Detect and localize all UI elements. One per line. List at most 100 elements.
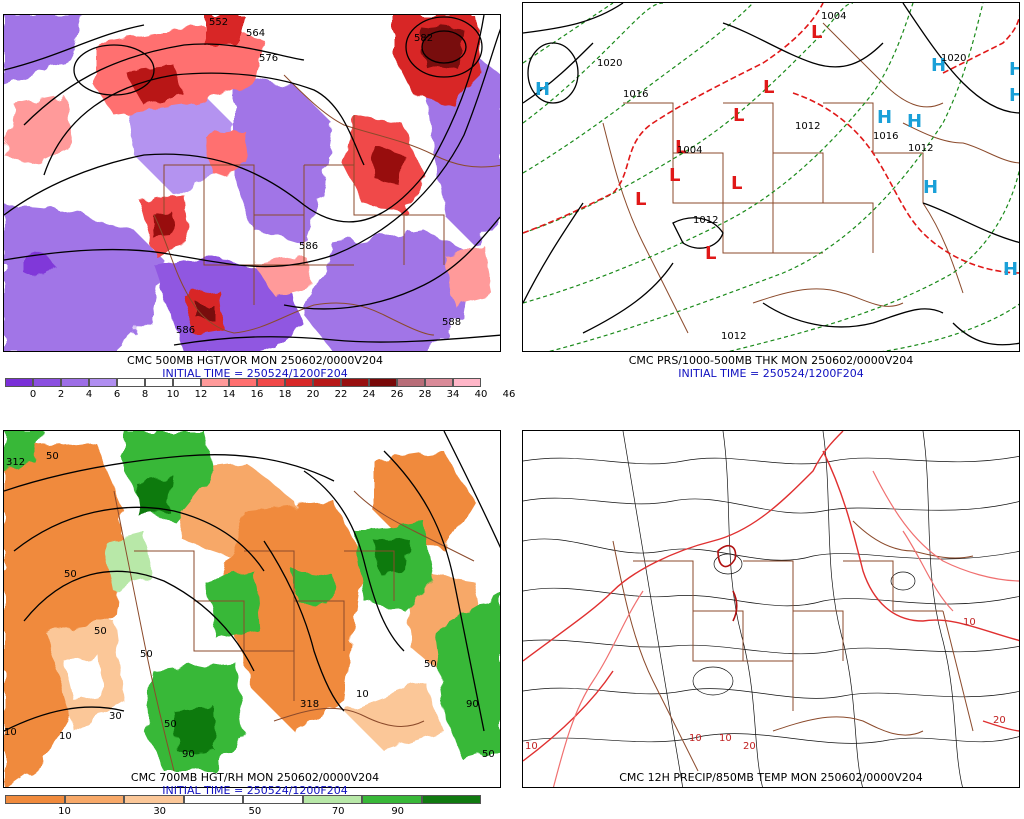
contour-label: 10 (963, 617, 976, 628)
colorbar-tick-label: 90 (391, 806, 405, 817)
low-pressure-symbol: L (669, 165, 680, 186)
contour-label: 10 (719, 733, 732, 744)
caption-init-time: INITIAL TIME = 250524/1200F204 (678, 367, 864, 380)
map-precip: 10 10 20 10 20 10 (522, 430, 1020, 788)
caption-init-time: INITIAL TIME = 250524/1200F204 (162, 367, 348, 380)
contour-label: 50 (140, 649, 153, 660)
colorbar-swatch (173, 378, 201, 387)
colorbar-tick-label: 10 (166, 389, 180, 400)
colorbar-tick-label: 22 (334, 389, 348, 400)
map-700mb: 312 50 50 50 50 10 10 30 50 90 318 50 10… (3, 430, 501, 788)
colorbar-tick-label: 2 (57, 389, 65, 400)
colorbar-tick-label: 14 (222, 389, 236, 400)
colorbar-swatch (425, 378, 453, 387)
colorbar-tick-label: 40 (474, 389, 488, 400)
contour-label: 1016 (623, 89, 649, 100)
caption-title: CMC 500MB HGT/VOR MON 250602/0000V204 (127, 354, 383, 367)
colorbar-tick-label: 26 (390, 389, 404, 400)
contour-label: 1012 (693, 215, 719, 226)
colorbar-swatch (285, 378, 313, 387)
colorbar-swatch (61, 378, 89, 387)
high-pressure-symbol: H (1009, 85, 1020, 106)
colorbar-tick-label: 6 (113, 389, 121, 400)
contour-label: 10 (689, 733, 702, 744)
map-700mb-svg (4, 431, 500, 787)
pressure-symbol-layer: HHHHHHHHLLLLLLLL (535, 22, 1020, 280)
contour-label: 586 (176, 325, 196, 336)
colorbar-tick-label: 20 (306, 389, 320, 400)
contour-label: 10 (59, 731, 72, 742)
colorbar-swatch (64, 795, 124, 804)
panel-500mb-vorticity: 552 564 576 582 586 586 588 CMC 500MB HG… (0, 0, 516, 402)
high-pressure-symbol: H (1003, 259, 1018, 280)
contour-label: 90 (466, 699, 479, 710)
caption-title: CMC 12H PRECIP/850MB TEMP MON 250602/000… (619, 771, 923, 784)
colorbar-tick-label: 50 (248, 806, 262, 817)
caption-title: CMC 700MB HGT/RH MON 250602/0000V204 (130, 771, 380, 784)
contour-label: 582 (414, 33, 434, 44)
colorbar-swatch (243, 795, 303, 804)
low-pressure-symbol: L (705, 243, 716, 264)
high-pressure-symbol: H (931, 55, 946, 76)
colorbar-tick-label: 70 (331, 806, 345, 817)
map-pressure-svg (523, 3, 1019, 351)
contour-label: 30 (109, 711, 122, 722)
high-pressure-symbol: H (907, 111, 922, 132)
colorbar-tick-label: 30 (153, 806, 167, 817)
contour-label: 90 (182, 749, 195, 760)
contour-label: 318 (300, 699, 320, 710)
contour-label: 1012 (908, 143, 934, 154)
contour-label: 1012 (795, 121, 821, 132)
colorbar-swatch (313, 378, 341, 387)
contour-label: 576 (259, 53, 279, 64)
caption-precip: CMC 12H PRECIP/850MB TEMP MON 250602/000… (518, 771, 1024, 784)
high-pressure-symbol: H (923, 177, 938, 198)
contour-label: 10 (356, 689, 369, 700)
colorbar-swatch (183, 795, 243, 804)
contour-label: 588 (442, 317, 462, 328)
colorbar-swatch (145, 378, 173, 387)
colorbar-tick-label: 10 (58, 806, 71, 817)
colorbar-tick-label: 18 (278, 389, 292, 400)
colorbar-tick-label: 46 (502, 389, 516, 400)
colorbar-rh (5, 795, 481, 804)
high-pressure-symbol: H (877, 107, 892, 128)
high-pressure-symbol: H (1009, 59, 1020, 80)
colorbar-vorticity-ticks: 0 2 4 6 8 10 12 14 16 18 20 22 24 26 28 34 40 46 (5, 389, 516, 401)
colorbar-swatch (397, 378, 425, 387)
contour-label: 50 (94, 626, 107, 637)
low-pressure-symbol: L (675, 137, 686, 158)
low-pressure-symbol: L (635, 189, 646, 210)
contour-label: 312 (6, 457, 26, 468)
low-pressure-symbol: L (811, 22, 822, 43)
colorbar-tick-label: 24 (362, 389, 376, 400)
contour-label: 1016 (873, 131, 899, 142)
contour-label: 50 (46, 451, 59, 462)
contour-label: 50 (482, 749, 495, 760)
colorbar-swatch (369, 378, 397, 387)
contour-label: 1004 (677, 145, 703, 156)
caption-title: CMC PRS/1000-500MB THK MON 250602/0000V2… (628, 354, 914, 367)
colorbar-swatch (257, 378, 285, 387)
colorbar-tick-label: 12 (194, 389, 208, 400)
contour-label: 20 (743, 741, 756, 752)
contour-label: 1020 (597, 58, 623, 69)
low-pressure-symbol: L (731, 173, 742, 194)
colorbar-swatch (201, 378, 229, 387)
contour-label: 1004 (821, 11, 847, 22)
panel-700mb-rh: 312 50 50 50 50 10 10 30 50 90 318 50 10… (0, 416, 510, 819)
colorbar-vorticity (5, 378, 481, 387)
caption-pressure: CMC PRS/1000-500MB THK MON 250602/0000V2… (518, 354, 1024, 380)
caption-700mb: CMC 700MB HGT/RH MON 250602/0000V204 INI… (0, 771, 510, 797)
colorbar-swatch (341, 378, 369, 387)
map-500mb: 552 564 576 582 586 586 588 (3, 14, 501, 352)
contour-label: 1020 (941, 53, 967, 64)
colorbar-tick-label: 28 (418, 389, 432, 400)
contour-label: 552 (209, 17, 229, 28)
colorbar-swatch (5, 378, 33, 387)
colorbar-swatch (302, 795, 362, 804)
colorbar-swatch (117, 378, 145, 387)
caption-init-time: INITIAL TIME = 250524/1200F204 (162, 784, 348, 797)
colorbar-tick-label: 34 (446, 389, 460, 400)
caption-500mb: CMC 500MB HGT/VOR MON 250602/0000V204 IN… (0, 354, 510, 380)
